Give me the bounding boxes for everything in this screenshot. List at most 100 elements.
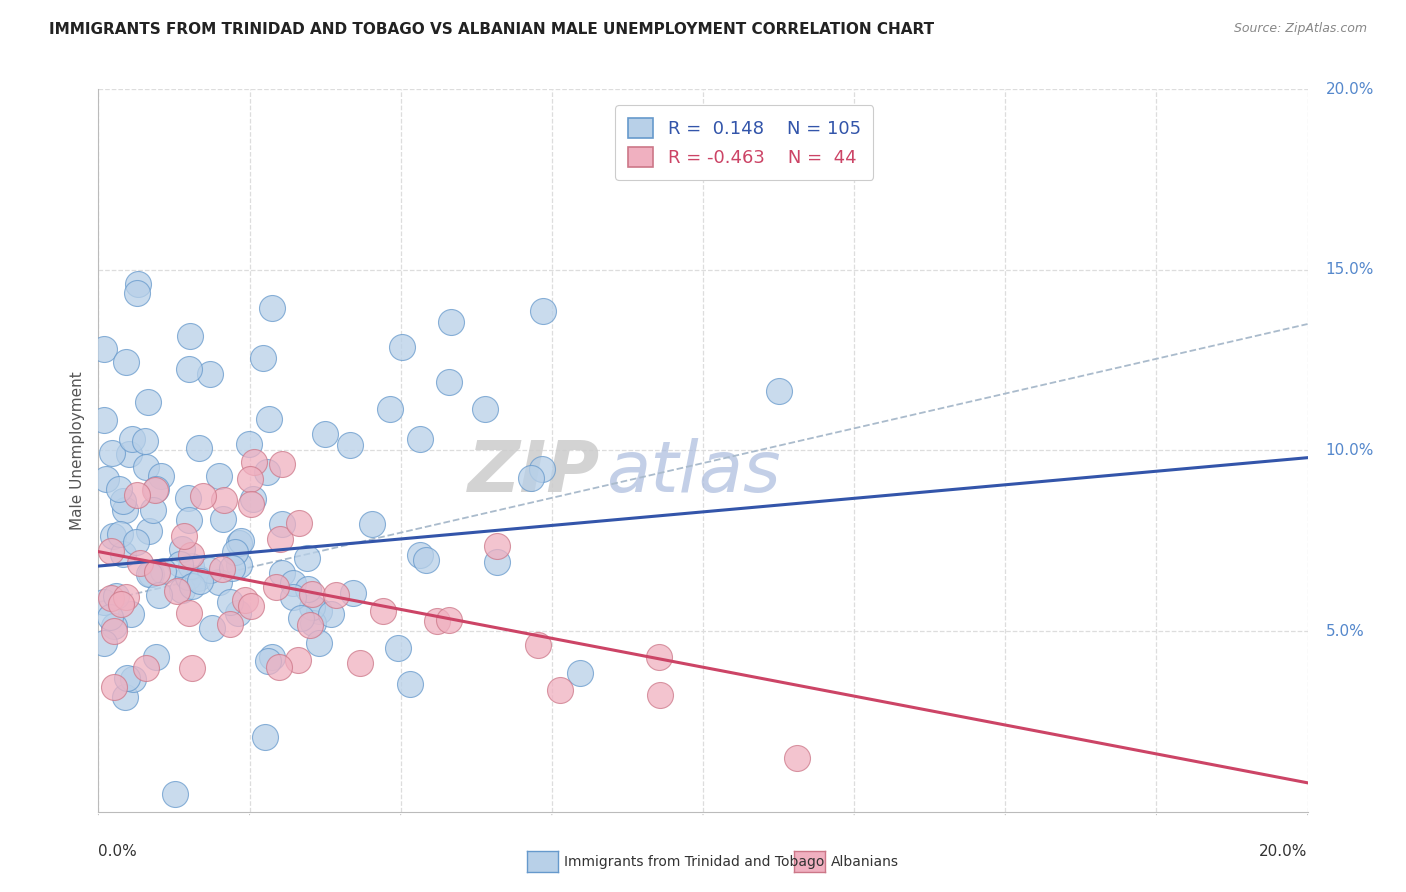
Point [115, 590, 138, 604]
Point [125, 488, 148, 502]
Point [120, 607, 142, 621]
Legend: R =  0.148    N = 105, R = -0.463    N =  44: R = 0.148 N = 105, R = -0.463 N = 44 [616, 105, 873, 179]
Point [271, 457, 294, 471]
Point [180, 558, 202, 573]
Point [177, 606, 200, 620]
Text: IMMIGRANTS FROM TRINIDAD AND TOBAGO VS ALBANIAN MALE UNEMPLOYMENT CORRELATION CH: IMMIGRANTS FROM TRINIDAD AND TOBAGO VS A… [49, 22, 935, 37]
Point [437, 376, 460, 390]
Point [145, 565, 167, 579]
Point [121, 432, 143, 446]
Point [243, 455, 266, 469]
Point [193, 489, 215, 503]
Point [108, 482, 131, 496]
Point [520, 471, 543, 485]
Point [188, 574, 211, 589]
Point [786, 750, 808, 764]
Point [138, 566, 160, 581]
Point [260, 301, 283, 315]
Point [125, 534, 148, 549]
Point [93, 342, 115, 356]
Point [198, 563, 221, 577]
Point [256, 465, 278, 479]
Point [93, 636, 115, 650]
Point [288, 516, 311, 530]
Text: 15.0%: 15.0% [1326, 262, 1374, 277]
Point [152, 564, 174, 578]
Point [228, 606, 250, 620]
Point [297, 582, 319, 596]
Point [257, 654, 280, 668]
Point [115, 354, 138, 368]
Point [165, 787, 187, 801]
Y-axis label: Male Unemployment: Male Unemployment [69, 371, 84, 530]
Point [301, 587, 323, 601]
Point [103, 528, 125, 542]
Point [134, 434, 156, 449]
Point [224, 545, 246, 559]
Text: atlas: atlas [606, 438, 780, 507]
Point [321, 607, 343, 622]
Point [233, 593, 256, 607]
Point [373, 604, 395, 618]
Point [112, 547, 135, 561]
Point [228, 558, 250, 573]
Point [110, 597, 132, 611]
Point [94, 472, 117, 486]
Point [143, 483, 166, 497]
Point [271, 566, 294, 580]
Point [114, 690, 136, 704]
Point [129, 556, 152, 570]
Text: ZIP: ZIP [468, 438, 600, 507]
Text: Source: ZipAtlas.com: Source: ZipAtlas.com [1233, 22, 1367, 36]
Point [198, 367, 221, 381]
Point [527, 638, 550, 652]
Point [264, 580, 287, 594]
Point [172, 542, 194, 557]
Point [139, 566, 162, 581]
Point [100, 543, 122, 558]
Point [108, 526, 131, 541]
Point [221, 561, 243, 575]
Point [187, 571, 209, 585]
Point [180, 549, 202, 563]
Point [188, 441, 211, 455]
Point [409, 432, 432, 446]
Point [135, 459, 157, 474]
Text: Immigrants from Trinidad and Tobago: Immigrants from Trinidad and Tobago [564, 855, 824, 869]
Point [179, 362, 201, 376]
Point [548, 683, 571, 698]
Point [647, 650, 669, 665]
Point [180, 579, 202, 593]
Point [287, 653, 309, 667]
Point [145, 482, 167, 496]
Point [387, 640, 409, 655]
Point [409, 548, 432, 562]
Point [201, 621, 224, 635]
Text: 0.0%: 0.0% [98, 844, 138, 859]
Point [270, 516, 292, 531]
Point [308, 604, 330, 618]
Text: 20.0%: 20.0% [1326, 82, 1374, 96]
Point [259, 411, 281, 425]
Point [314, 427, 336, 442]
Point [342, 586, 364, 600]
Point [262, 649, 284, 664]
Point [218, 595, 240, 609]
Point [103, 681, 125, 695]
Point [208, 468, 231, 483]
Point [121, 672, 143, 686]
Point [568, 665, 591, 680]
Point [440, 315, 463, 329]
Point [339, 437, 361, 451]
Point [111, 494, 134, 508]
Point [239, 472, 262, 486]
Point [93, 413, 115, 427]
Point [103, 624, 125, 638]
Point [283, 576, 305, 591]
Point [301, 616, 323, 631]
Point [211, 562, 233, 576]
Point [172, 583, 194, 598]
Text: 10.0%: 10.0% [1326, 443, 1374, 458]
Point [148, 588, 170, 602]
Point [173, 529, 195, 543]
